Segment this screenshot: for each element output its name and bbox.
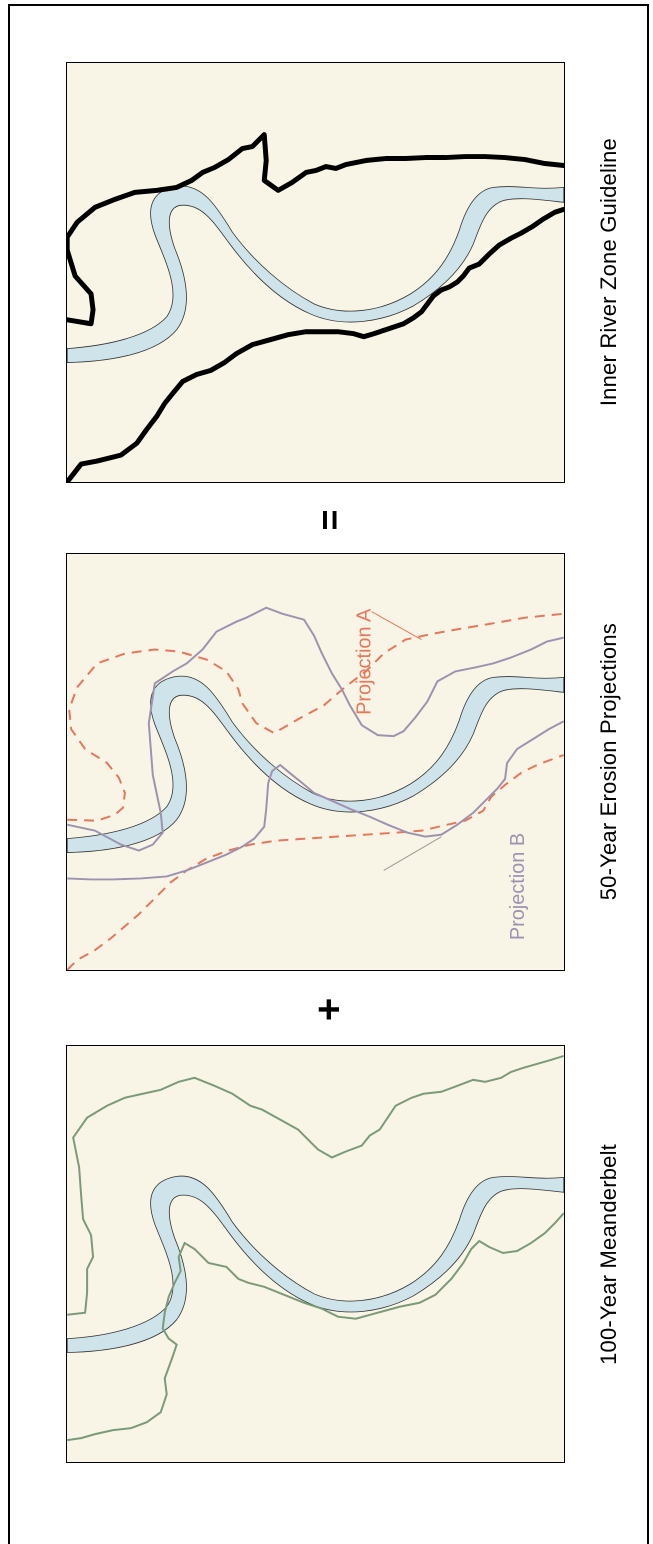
inner-river-zone-map — [66, 62, 565, 483]
projection-a-line-2 — [67, 754, 564, 970]
river-channel — [67, 675, 564, 853]
figure-frame — [8, 4, 649, 1544]
meanderbelt-map — [66, 1045, 565, 1463]
river-channel — [67, 185, 564, 363]
projection-b-leader — [383, 836, 442, 871]
inner-river-zone-title: Inner River Zone Guideline — [596, 138, 621, 407]
equals-operator: = — [309, 509, 350, 531]
projection-b-line-1 — [67, 606, 564, 852]
river-channel — [67, 1175, 564, 1353]
zone-boundary-upper — [67, 132, 564, 327]
projection-a-line-1 — [67, 612, 564, 822]
erosion-projections-map: Projection A Projection B — [66, 553, 565, 971]
meanderbelt-title: 100-Year Meanderbelt — [596, 1143, 621, 1365]
meanderbelt-boundary-lower — [67, 1212, 564, 1442]
projection-a-label: Projection A — [354, 608, 376, 715]
meanderbelt-boundary-upper — [67, 1055, 564, 1316]
projection-a-leader — [371, 611, 422, 641]
meanderbelt-svg — [67, 1055, 564, 1442]
erosion-projections-title: 50-Year Erosion Projections — [596, 623, 621, 901]
plus-operator: + — [307, 997, 352, 1021]
zone-boundary-lower — [67, 206, 564, 482]
inner-river-zone-svg — [67, 132, 564, 482]
erosion-projections-svg: Projection A Projection B — [67, 606, 564, 970]
projection-b-line-2 — [67, 720, 564, 881]
projection-b-label: Projection B — [507, 833, 529, 940]
